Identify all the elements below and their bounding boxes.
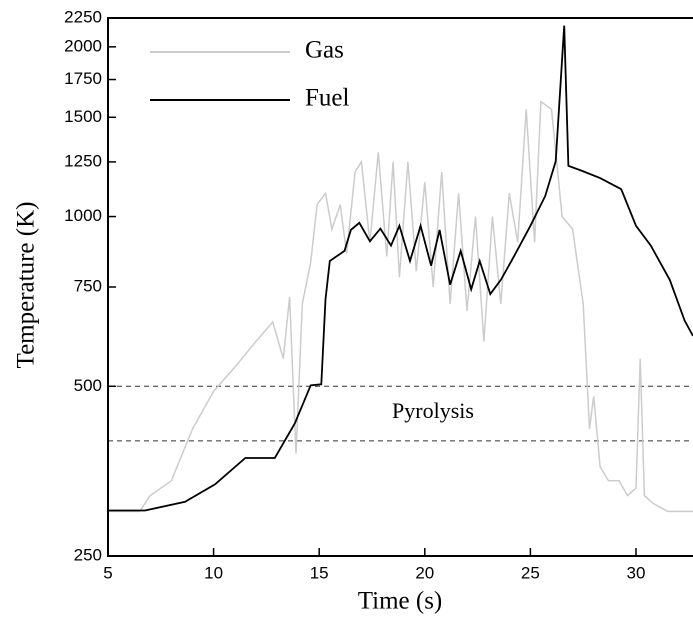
x-tick-label: 10 (204, 563, 223, 582)
y-tick-label: 1750 (64, 69, 102, 88)
x-tick-label: 30 (627, 563, 646, 582)
x-tick-label: 25 (521, 563, 540, 582)
y-tick-label: 2000 (64, 36, 102, 55)
legend-label: Gas (305, 37, 344, 64)
x-tick-label: 15 (310, 563, 329, 582)
y-tick-label: 500 (74, 376, 102, 395)
y-axis-title: Temperature (K) (13, 202, 40, 369)
x-tick-label: 20 (415, 563, 434, 582)
axis-frame (107, 17, 693, 557)
y-tick-label: 1000 (64, 206, 102, 225)
x-axis-title: Time (s) (358, 588, 443, 615)
y-tick-label: 1250 (64, 151, 102, 170)
y-tick-label: 1500 (64, 107, 102, 126)
series-line (108, 25, 693, 512)
y-tick-label: 750 (74, 276, 102, 295)
x-tick-label: 5 (103, 563, 112, 582)
legend-label: Fuel (305, 85, 350, 112)
series-line (108, 100, 693, 513)
y-tick-label: 2250 (64, 7, 102, 26)
annotation: Pyrolysis (392, 398, 474, 423)
y-tick-label: 250 (74, 545, 102, 564)
